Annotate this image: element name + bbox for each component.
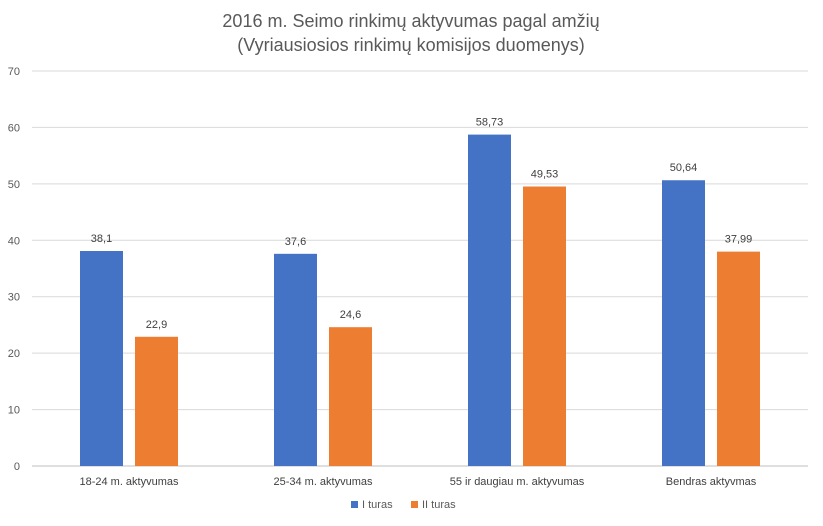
y-tick-label: 30 <box>8 292 20 304</box>
x-category-label: Bendras aktyvmas <box>666 476 757 488</box>
x-category-label: 18-24 m. aktyvumas <box>79 476 179 488</box>
legend-swatch <box>411 501 418 508</box>
chart-subtitle: (Vyriausiosios rinkimų komisijos duomeny… <box>237 35 584 55</box>
bar-ii-turas <box>135 336 178 466</box>
data-label: 24,6 <box>340 309 361 321</box>
x-category-label: 25-34 m. aktyvumas <box>273 476 373 488</box>
y-tick-label: 40 <box>8 235 20 247</box>
bar-i-turas <box>274 253 317 466</box>
bar-i-turas <box>662 180 705 466</box>
data-labels: 38,1 22,9 37,6 24,6 58,73 49,53 50,64 37,99 <box>91 117 752 331</box>
x-axis: 18-24 m. aktyvumas 25-34 m. aktyvumas 55 i… <box>79 476 756 488</box>
y-axis: 0 10 20 30 40 50 60 70 <box>8 66 20 473</box>
y-tick-label: 10 <box>8 405 20 417</box>
bar-i-turas <box>80 251 123 466</box>
data-label: 50,64 <box>670 162 698 174</box>
data-label: 22,9 <box>146 319 167 331</box>
y-tick-label: 70 <box>8 66 20 78</box>
y-tick-label: 50 <box>8 179 20 191</box>
data-label: 49,53 <box>531 169 559 181</box>
y-tick-label: 60 <box>8 122 20 134</box>
bars <box>80 134 760 467</box>
data-label: 37,6 <box>285 236 306 248</box>
chart-title: 2016 m. Seimo rinkimų aktyvumas pagal am… <box>222 11 599 31</box>
bar-i-turas <box>468 134 511 466</box>
legend: I turas II turas <box>351 499 456 511</box>
data-label: 37,99 <box>725 234 753 246</box>
legend-label: I turas <box>362 499 393 511</box>
bar-ii-turas <box>717 251 760 466</box>
legend-swatch <box>351 501 358 508</box>
y-tick-label: 20 <box>8 348 20 360</box>
data-label: 58,73 <box>476 117 504 129</box>
y-tick-label: 0 <box>14 461 20 473</box>
legend-label: II turas <box>422 499 456 511</box>
bar-ii-turas <box>329 327 372 466</box>
x-category-label: 55 ir daugiau m. aktyvumas <box>450 476 585 488</box>
data-label: 38,1 <box>91 233 112 245</box>
bar-ii-turas <box>523 186 566 467</box>
